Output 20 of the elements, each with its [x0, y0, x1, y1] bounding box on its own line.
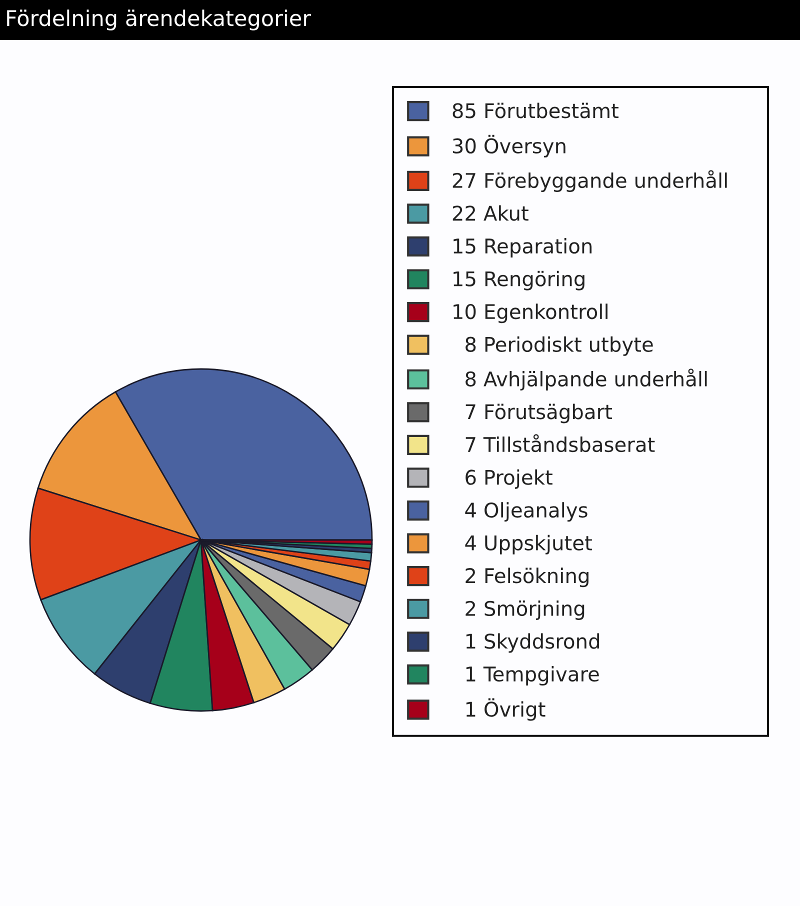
legend-label: 27 Förebyggande underhåll	[452, 170, 727, 192]
legend-label: 22 Akut	[452, 205, 528, 221]
legend-label: 30 Översyn	[452, 134, 566, 158]
legend-label: 2 Smörjning	[466, 600, 584, 620]
legend-label: 8 Avhjälpande underhåll	[466, 368, 707, 390]
legend-label: 6 Projekt	[466, 469, 552, 489]
legend-label: 7 Tillståndsbaserat	[466, 434, 655, 452]
legend-label: 1 Tempgivare	[466, 666, 599, 686]
chart-title: Fördelning ärendekategorier	[7, 10, 312, 30]
legend-label: 85 Förutbestämt	[452, 102, 618, 118]
legend-label: 10 Egenkontroll	[454, 304, 608, 324]
legend-label: 15 Reparation	[454, 238, 592, 258]
legend-label: 2 Felsökning	[466, 568, 588, 588]
legend-label: 15 Rengöring	[454, 270, 584, 290]
legend-label: 1 Skyddsrond	[466, 633, 599, 653]
legend-label: 4 Oljeanalys	[465, 502, 588, 522]
legend-label: 7 Förutsägbart	[466, 404, 612, 424]
legend-label: 4 Uppskjutet	[465, 534, 592, 554]
legend-label: 8 Periodiskt utbyte	[466, 336, 653, 356]
legend-label: 1 Övrigt	[466, 698, 546, 721]
